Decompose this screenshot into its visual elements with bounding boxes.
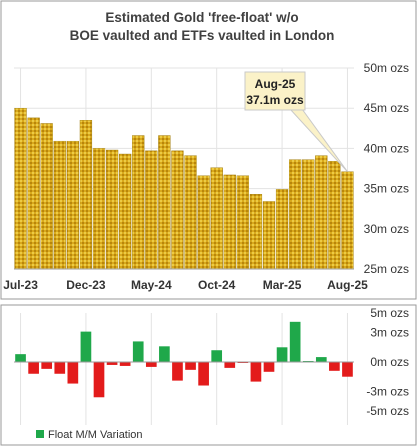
bar-Dec-23 [79, 120, 93, 270]
bar-Jan-24 [92, 148, 106, 270]
bar-Aug-23 [27, 117, 40, 270]
bar-May-24 [145, 150, 158, 270]
variation-bar-Apr-24 [132, 341, 144, 362]
bottom-y-tick-label: -5m ozs [366, 404, 409, 418]
bar-Aug-24 [184, 155, 197, 270]
chart-title-line-2: BOE vaulted and ETFs vaulted in London [70, 28, 335, 43]
bar-Aug-25 [341, 171, 354, 270]
top-x-tick-label: Oct-24 [198, 278, 236, 292]
top-y-axis-labels: 25m ozs 30m ozs 35m ozs 40m ozs 45m ozs 50m o… [364, 61, 409, 276]
top-x-tick-label: Jul-23 [3, 278, 38, 292]
variation-bar-Feb-24 [106, 362, 118, 365]
bar-Jul-24 [171, 150, 184, 270]
variation-bar-Oct-23 [54, 362, 66, 374]
top-y-tick-label: 30m ozs [364, 222, 409, 236]
top-y-tick-label: 50m ozs [364, 61, 409, 75]
bar-Sep-23 [40, 123, 53, 270]
variation-bar-Nov-23 [67, 362, 79, 384]
chart-title-line-1: Estimated Gold 'free-float' w/o [105, 10, 298, 25]
variation-bar-Jun-25 [315, 357, 327, 362]
bar-Mar-25 [275, 189, 289, 270]
variation-bar-May-24 [145, 362, 157, 367]
bar-Nov-23 [66, 140, 79, 270]
bottom-bars [15, 321, 353, 398]
top-y-tick-label: 45m ozs [364, 101, 409, 115]
bar-Feb-25 [262, 201, 276, 270]
bar-Jan-25 [249, 194, 263, 270]
callout-value: 37.1m ozs [246, 93, 304, 107]
variation-bar-Aug-25 [342, 362, 353, 377]
top-x-tick-label: Aug-25 [327, 278, 368, 292]
bar-Jun-24 [158, 135, 171, 270]
top-x-axis-labels: Jul-23 Dec-23 May-24 Oct-24 Mar-25 Aug-25 [3, 278, 368, 292]
top-bars [14, 107, 354, 270]
bar-Oct-24 [210, 167, 223, 270]
variation-bar-Sep-24 [198, 362, 209, 386]
bar-Jul-25 [328, 161, 341, 270]
top-y-tick-label: 40m ozs [364, 141, 409, 155]
variation-bar-Jul-25 [329, 362, 340, 371]
legend-label: Float M/M Variation [48, 429, 143, 441]
bar-Sep-24 [197, 175, 210, 270]
bottom-y-tick-label: 0m ozs [370, 355, 409, 369]
variation-bar-Jun-24 [159, 346, 170, 362]
bar-Oct-23 [53, 140, 66, 270]
bar-Nov-24 [223, 174, 236, 270]
bottom-y-axis-labels: -5m ozs -3m ozs 0m ozs 3m ozs 5m ozs [366, 306, 409, 418]
legend-swatch [36, 430, 44, 438]
top-y-tick-label: 25m ozs [364, 262, 409, 276]
bar-Jun-25 [315, 155, 328, 270]
latest-value-callout: Aug-25 37.1m ozs [244, 71, 348, 173]
variation-bar-Aug-24 [185, 362, 196, 370]
bottom-y-tick-label: -3m ozs [366, 384, 409, 398]
top-y-tick-label: 35m ozs [364, 182, 409, 196]
bottom-y-tick-label: 5m ozs [370, 306, 409, 320]
bottom-legend: Float M/M Variation [36, 429, 143, 441]
callout-title: Aug-25 [255, 77, 296, 91]
bar-Apr-25 [289, 159, 302, 270]
bar-Dec-24 [236, 175, 249, 270]
top-x-tick-label: May-24 [131, 278, 172, 292]
variation-bar-Apr-25 [289, 321, 301, 362]
bar-May-25 [302, 159, 315, 270]
variation-bar-Jul-24 [172, 362, 183, 381]
variation-bar-Mar-24 [119, 362, 131, 366]
variation-bar-Sep-23 [41, 362, 53, 369]
variation-bar-Feb-25 [263, 362, 275, 372]
variation-bar-Jan-25 [250, 362, 262, 382]
variation-bar-Jan-24 [93, 362, 105, 398]
variation-bar-Jul-23 [15, 354, 26, 362]
bottom-y-tick-label: 3m ozs [370, 326, 409, 340]
variation-bar-Nov-24 [224, 362, 236, 368]
variation-bar-Dec-23 [80, 331, 92, 362]
top-x-tick-label: Dec-23 [66, 278, 106, 292]
top-x-tick-label: Mar-25 [263, 278, 302, 292]
bar-Feb-24 [105, 149, 119, 270]
bar-Apr-24 [132, 135, 145, 270]
variation-bar-Oct-24 [211, 350, 223, 362]
variation-bar-Aug-23 [28, 362, 39, 374]
variation-bar-Mar-25 [276, 347, 288, 362]
bar-Mar-24 [119, 153, 132, 270]
bar-Jul-23 [14, 107, 27, 270]
